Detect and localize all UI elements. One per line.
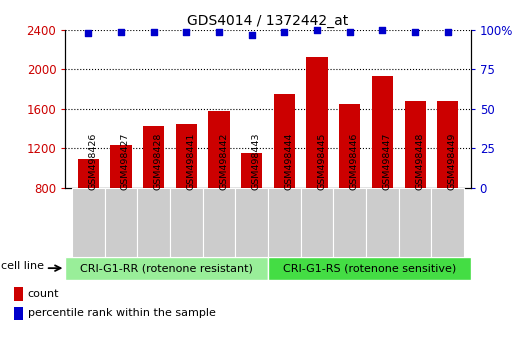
Text: percentile rank within the sample: percentile rank within the sample [28, 308, 215, 318]
Bar [301, 188, 334, 257]
Bar [372, 76, 393, 267]
Text: CRI-G1-RR (rotenone resistant): CRI-G1-RR (rotenone resistant) [80, 263, 253, 273]
Bar [14, 287, 23, 301]
Bar [431, 188, 464, 257]
Text: GSM498449: GSM498449 [448, 132, 457, 190]
Text: GSM498441: GSM498441 [186, 132, 195, 190]
Point [215, 29, 223, 34]
Text: GSM498442: GSM498442 [219, 132, 228, 190]
Bar [110, 145, 132, 267]
Bar [14, 307, 23, 320]
Text: CRI-G1-RS (rotenone sensitive): CRI-G1-RS (rotenone sensitive) [283, 263, 456, 273]
Bar [339, 104, 360, 267]
Text: GSM498428: GSM498428 [154, 132, 163, 190]
Text: GSM498445: GSM498445 [317, 132, 326, 190]
Bar [105, 188, 137, 257]
Point [313, 27, 321, 33]
Bar [241, 153, 263, 267]
Text: count: count [28, 289, 59, 299]
Bar [437, 101, 459, 267]
Bar [208, 111, 230, 267]
Bar [399, 188, 431, 257]
Bar [137, 188, 170, 257]
Text: GSM498446: GSM498446 [350, 132, 359, 190]
Bar [274, 94, 295, 267]
Bar [143, 126, 164, 267]
Title: GDS4014 / 1372442_at: GDS4014 / 1372442_at [187, 14, 349, 28]
Text: cell line: cell line [1, 261, 44, 271]
Point [411, 29, 419, 34]
Bar [72, 188, 105, 257]
Point [117, 29, 125, 34]
Point [247, 32, 256, 38]
Bar [65, 257, 268, 280]
Bar [77, 159, 99, 267]
Bar [268, 257, 471, 280]
Point [84, 30, 93, 36]
Bar [203, 188, 235, 257]
Bar [334, 188, 366, 257]
Text: GSM498443: GSM498443 [252, 132, 260, 190]
Text: GSM498448: GSM498448 [415, 132, 424, 190]
Point [280, 29, 289, 34]
Bar [235, 188, 268, 257]
Bar [306, 57, 328, 267]
Bar [176, 124, 197, 267]
Text: GSM498427: GSM498427 [121, 132, 130, 190]
Text: GSM498447: GSM498447 [382, 132, 391, 190]
Text: GSM498426: GSM498426 [88, 132, 97, 190]
Text: GSM498444: GSM498444 [285, 132, 293, 190]
Bar [170, 188, 203, 257]
Point [346, 29, 354, 34]
Point [150, 29, 158, 34]
Bar [268, 188, 301, 257]
Bar [366, 188, 399, 257]
Point [378, 27, 386, 33]
Point [182, 29, 190, 34]
Bar [404, 101, 426, 267]
Point [444, 29, 452, 34]
